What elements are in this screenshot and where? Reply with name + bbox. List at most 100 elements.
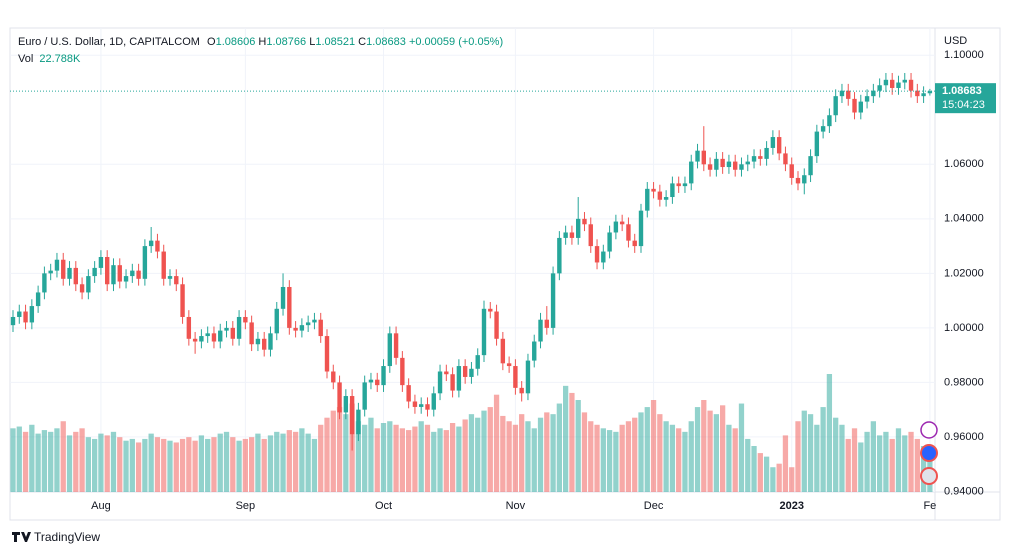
candle-body: [79, 284, 85, 293]
candle-body: [569, 232, 575, 238]
candle-body: [29, 306, 35, 323]
candle-body: [707, 164, 713, 170]
candle-body: [362, 382, 367, 410]
volume-bar: [198, 435, 205, 492]
low-value: 1.08521: [315, 36, 355, 48]
flag-icon[interactable]: [920, 444, 938, 462]
candle-body: [846, 90, 851, 99]
candle-body: [582, 218, 587, 225]
volume-bar: [10, 428, 16, 492]
volume-bar: [217, 433, 223, 492]
candle-body: [544, 319, 549, 328]
candle-body: [751, 156, 757, 162]
candle-body: [54, 259, 60, 271]
volume-bar: [205, 438, 211, 492]
candle-body: [17, 311, 22, 317]
candle-body: [92, 267, 97, 277]
close-label: C: [358, 36, 366, 48]
volume-bar: [443, 430, 449, 492]
volume-bar: [751, 446, 757, 492]
candle-body: [871, 90, 876, 97]
volume-bar: [895, 428, 902, 492]
volume-bar: [493, 394, 500, 492]
volume-bar: [519, 414, 525, 492]
volume-bar: [801, 410, 807, 492]
candle-body: [431, 393, 436, 410]
volume-bar: [343, 414, 349, 492]
volume-bar: [406, 430, 412, 492]
candle-body: [745, 161, 750, 165]
candle-body: [331, 371, 336, 383]
volume-value: 22.788K: [39, 53, 81, 65]
volume-bar: [255, 433, 261, 492]
volume-bar: [531, 428, 537, 492]
candle-body: [136, 270, 141, 279]
candle-body: [795, 177, 801, 184]
open-value: 1.08606: [216, 36, 256, 48]
volume-bar: [98, 433, 104, 492]
volume-bar: [79, 428, 85, 492]
volume-bar: [318, 424, 324, 492]
candle-body: [117, 265, 122, 282]
candle-body: [142, 246, 148, 279]
volume-bar: [481, 410, 487, 492]
volume-bar: [374, 428, 380, 492]
volume-bar: [763, 456, 770, 492]
candle-body: [808, 156, 813, 176]
candle-body: [262, 338, 267, 350]
volume-label: Vol: [18, 53, 33, 65]
axes: 0.94000 0.96000 0.98000 1.00000 1.02000 1.040…: [91, 49, 984, 512]
volume-bar: [368, 417, 374, 492]
volume-bar: [387, 421, 393, 492]
candle-body: [105, 257, 110, 285]
volume-bar: [625, 421, 632, 492]
event-icon[interactable]: [920, 421, 938, 439]
volume-bar: [563, 385, 569, 492]
volume-bar: [192, 440, 198, 492]
volume-bar: [851, 428, 858, 492]
frame: [9, 27, 1001, 521]
candle-body: [720, 158, 725, 168]
volume-bar: [456, 426, 462, 492]
candle-body: [73, 267, 78, 285]
candle-body: [349, 396, 355, 435]
candle-body: [130, 270, 135, 277]
volume-bar: [148, 433, 154, 492]
volume-bar: [161, 438, 167, 492]
candle-body: [186, 316, 192, 339]
volume-bar: [104, 435, 110, 492]
volume-bar: [782, 435, 789, 492]
candle-body: [632, 240, 637, 247]
volume-bar: [267, 435, 274, 492]
flag-icon[interactable]: [920, 467, 938, 485]
volume-bar: [858, 442, 864, 492]
candle-body: [400, 357, 405, 386]
volume-bar: [211, 437, 217, 492]
volume-bar: [575, 400, 581, 492]
y-tick-label: 0.94000: [944, 485, 984, 497]
volume-bar: [820, 407, 826, 492]
candle-body: [783, 153, 788, 165]
volume-bar: [249, 437, 255, 492]
candle-body: [437, 371, 443, 394]
volume-bar: [877, 435, 883, 492]
volume-bar: [738, 403, 745, 492]
volume-bar: [506, 421, 512, 492]
volume-bar: [280, 433, 286, 492]
volume-bar: [186, 437, 192, 492]
candle-body: [695, 150, 700, 162]
volume-bar: [600, 428, 606, 492]
volume-bar: [676, 428, 682, 492]
candle-body: [770, 137, 776, 148]
candle-body: [619, 221, 625, 225]
candle-body: [462, 366, 468, 377]
volume-bar: [135, 442, 142, 492]
volume-bar: [475, 417, 481, 492]
volume-bar: [544, 412, 550, 492]
candle-body: [481, 308, 487, 356]
candle-body: [513, 366, 518, 388]
candle-body: [645, 188, 650, 211]
candle-body: [532, 341, 537, 361]
volume-bar: [864, 431, 870, 492]
